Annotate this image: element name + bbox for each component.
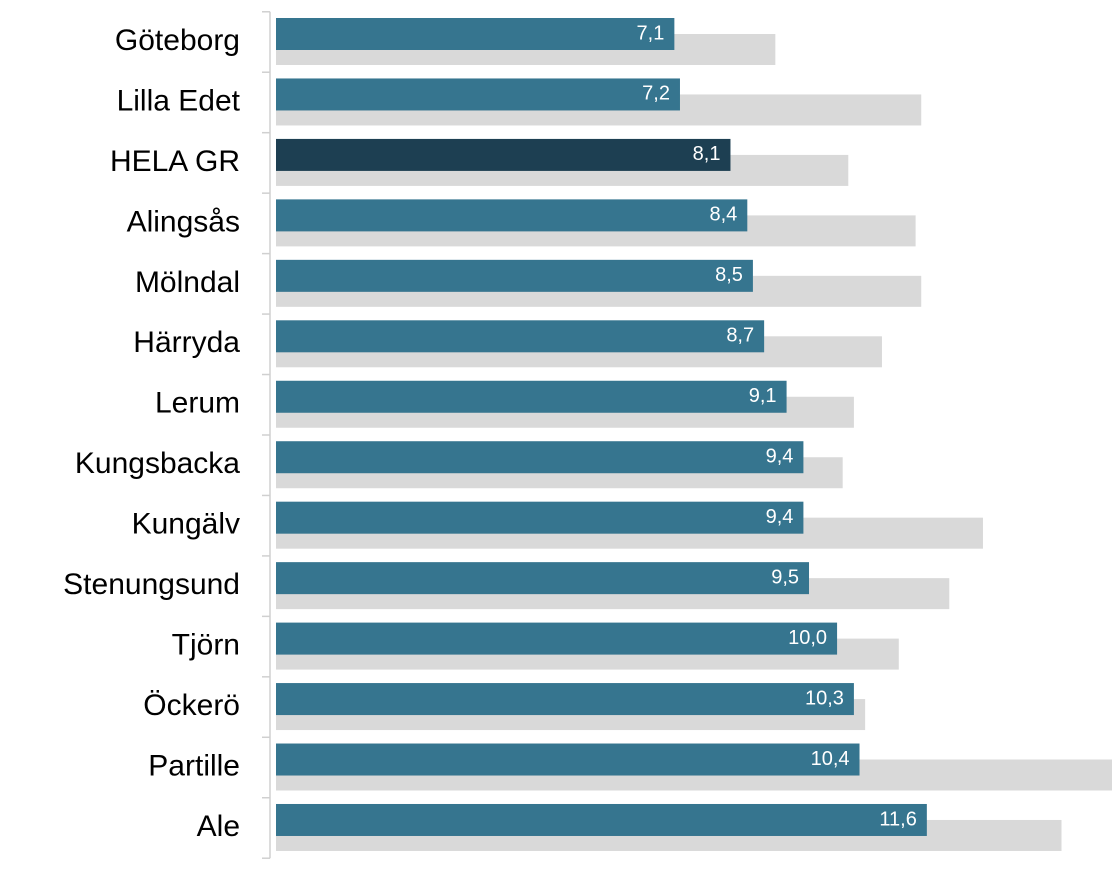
bar (276, 501, 804, 534)
value-label: 8,7 (726, 325, 754, 347)
bar (276, 259, 753, 292)
category-label: Öckerö (143, 689, 240, 722)
category-label: Ale (197, 810, 240, 843)
category-label: Kungsbacka (75, 447, 240, 480)
value-label: 11,6 (879, 808, 916, 830)
category-label: Kungälv (132, 508, 240, 541)
category-label: Mölndal (135, 266, 240, 299)
bar (276, 320, 765, 353)
category-label: Stenungsund (63, 568, 240, 601)
bar (276, 78, 680, 111)
bar (276, 622, 838, 655)
bar (276, 18, 675, 50)
category-label: Lilla Edet (117, 84, 241, 117)
value-label: 10,4 (811, 748, 850, 770)
category-label: Partille (148, 749, 240, 782)
value-label: 9,1 (749, 385, 777, 407)
value-label: 8,1 (693, 143, 721, 165)
bar (276, 803, 927, 836)
bar (276, 441, 804, 474)
category-label: Tjörn (172, 629, 240, 662)
value-label: 10,0 (788, 627, 827, 649)
value-label: 10,3 (805, 687, 844, 709)
bar (276, 138, 731, 171)
value-label: 8,5 (715, 264, 743, 286)
category-label: Lerum (155, 387, 240, 420)
category-label: Alingsås (127, 205, 240, 238)
category-label: HELA GR (110, 145, 240, 178)
category-label: Härryda (133, 326, 240, 359)
category-label: Göteborg (115, 24, 240, 57)
value-label: 9,4 (766, 506, 794, 528)
value-label: 7,1 (637, 22, 665, 44)
value-label: 9,5 (771, 566, 799, 588)
bar (276, 380, 787, 413)
bar (276, 683, 854, 716)
value-label: 8,4 (709, 204, 737, 226)
bar (276, 743, 860, 776)
bar (276, 199, 748, 232)
value-label: 7,2 (642, 83, 670, 105)
bar (276, 562, 810, 595)
value-label: 9,4 (766, 446, 794, 468)
